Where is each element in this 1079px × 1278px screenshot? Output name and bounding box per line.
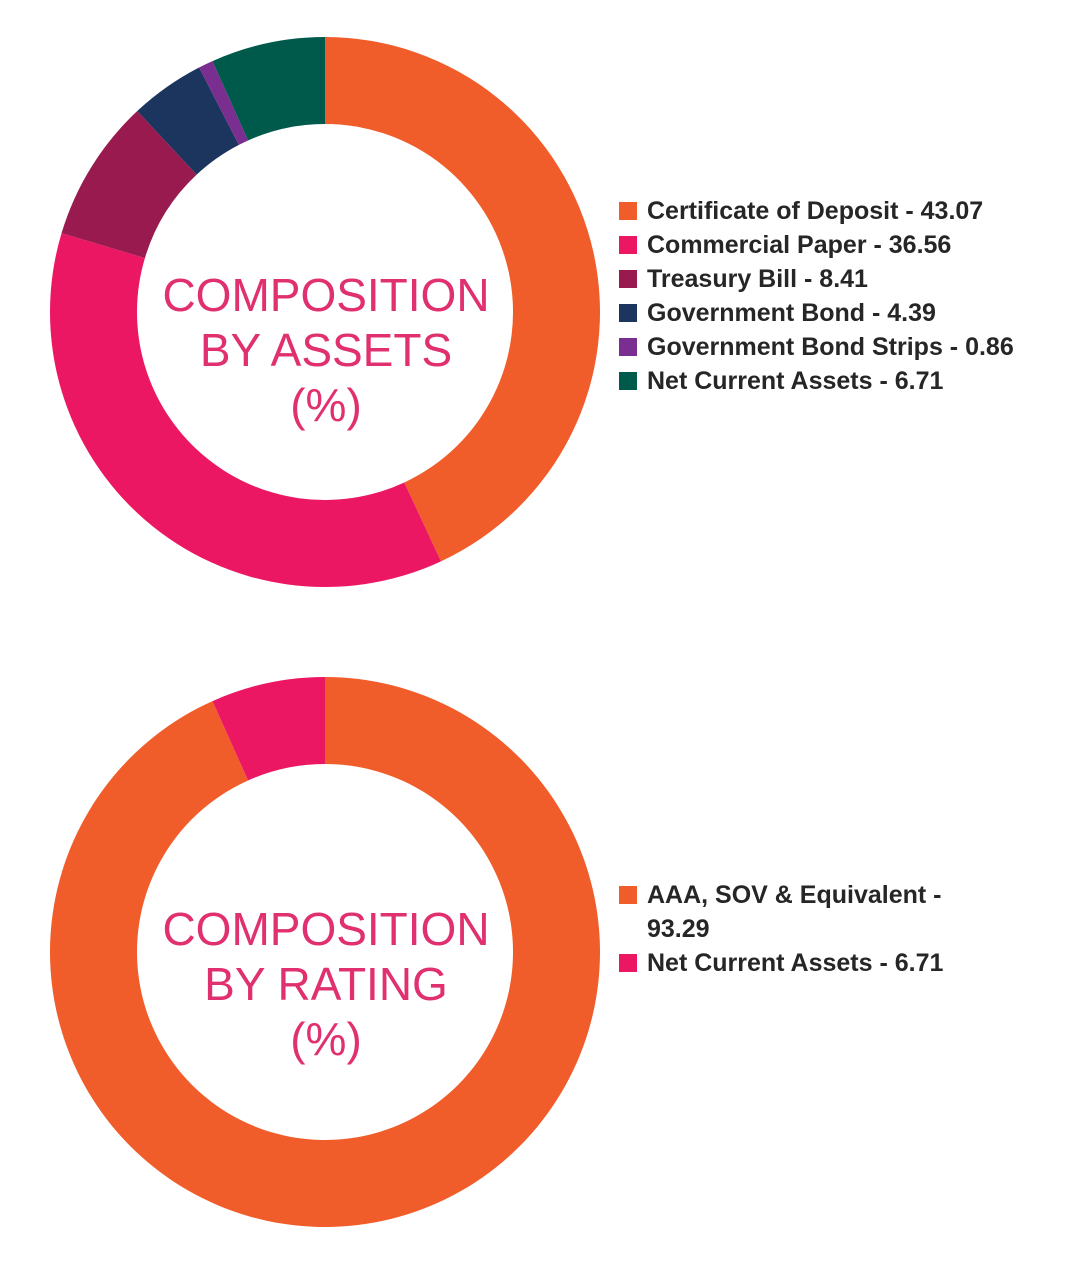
rating-legend: AAA, SOV & Equivalent - 93.29 Net Curren…	[619, 878, 987, 980]
legend-swatch-certificate-of-deposit	[619, 202, 637, 220]
assets-donut-chart	[50, 37, 600, 587]
legend-label-certificate-of-deposit: Certificate of Deposit - 43.07	[647, 197, 984, 225]
legend-item-net-current-assets-rating: Net Current Assets - 6.71	[619, 946, 987, 980]
assets-legend: Certificate of Deposit - 43.07 Commercia…	[619, 194, 1014, 398]
legend-swatch-government-bond	[619, 304, 637, 322]
legend-label-net-current-assets-rating: Net Current Assets - 6.71	[647, 949, 944, 977]
legend-label-aaa-sov-equivalent: AAA, SOV & Equivalent - 93.29	[647, 881, 942, 943]
assets-slice-government-bond	[137, 67, 239, 175]
legend-label-net-current-assets: Net Current Assets - 6.71	[647, 367, 944, 395]
assets-title-line-1: COMPOSITION	[162, 269, 490, 321]
rating-slice-aaa-sov-equivalent	[49, 677, 600, 1227]
rating-donut-chart	[49, 677, 600, 1227]
assets-center-title: COMPOSITION BY ASSETS (%)	[146, 268, 506, 433]
legend-swatch-treasury-bill	[619, 270, 637, 288]
assets-slice-government-bond-strips	[199, 61, 249, 145]
legend-swatch-commercial-paper	[619, 236, 637, 254]
legend-label-government-bond: Government Bond - 4.39	[647, 299, 936, 327]
legend-swatch-net-current-assets-rating	[619, 954, 637, 972]
legend-swatch-government-bond-strips	[619, 338, 637, 356]
assets-composition-chart: COMPOSITION BY ASSETS (%) Certificate of…	[0, 0, 1079, 620]
legend-item-net-current-assets: Net Current Assets - 6.71	[619, 364, 1014, 398]
assets-title-line-3: (%)	[290, 379, 362, 431]
rating-center-title: COMPOSITION BY RATING (%)	[146, 902, 506, 1067]
assets-slice-net-current-assets	[212, 37, 325, 141]
legend-item-government-bond: Government Bond - 4.39	[619, 296, 1014, 330]
rating-title-line-1: COMPOSITION	[162, 903, 490, 955]
legend-item-commercial-paper: Commercial Paper - 36.56	[619, 228, 1014, 262]
legend-item-government-bond-strips: Government Bond Strips - 0.86	[619, 330, 1014, 364]
legend-swatch-net-current-assets	[619, 372, 637, 390]
rating-slice-net-current-assets	[212, 677, 325, 781]
legend-item-aaa-sov-equivalent: AAA, SOV & Equivalent - 93.29	[619, 878, 987, 946]
legend-item-treasury-bill: Treasury Bill - 8.41	[619, 262, 1014, 296]
rating-title-line-3: (%)	[290, 1013, 362, 1065]
assets-slice-certificate-of-deposit	[325, 37, 600, 562]
legend-label-commercial-paper: Commercial Paper - 36.56	[647, 231, 952, 259]
legend-swatch-aaa-sov-equivalent	[619, 886, 637, 904]
rating-composition-chart: COMPOSITION BY RATING (%) AAA, SOV & Equ…	[0, 640, 1079, 1260]
legend-item-certificate-of-deposit: Certificate of Deposit - 43.07	[619, 194, 1014, 228]
assets-slice-commercial-paper	[50, 233, 441, 587]
legend-label-treasury-bill: Treasury Bill - 8.41	[647, 265, 868, 293]
assets-slice-treasury-bill	[61, 111, 197, 259]
legend-label-government-bond-strips: Government Bond Strips - 0.86	[647, 333, 1014, 361]
assets-title-line-2: BY ASSETS	[199, 324, 453, 376]
rating-title-line-2: BY RATING	[204, 958, 448, 1010]
